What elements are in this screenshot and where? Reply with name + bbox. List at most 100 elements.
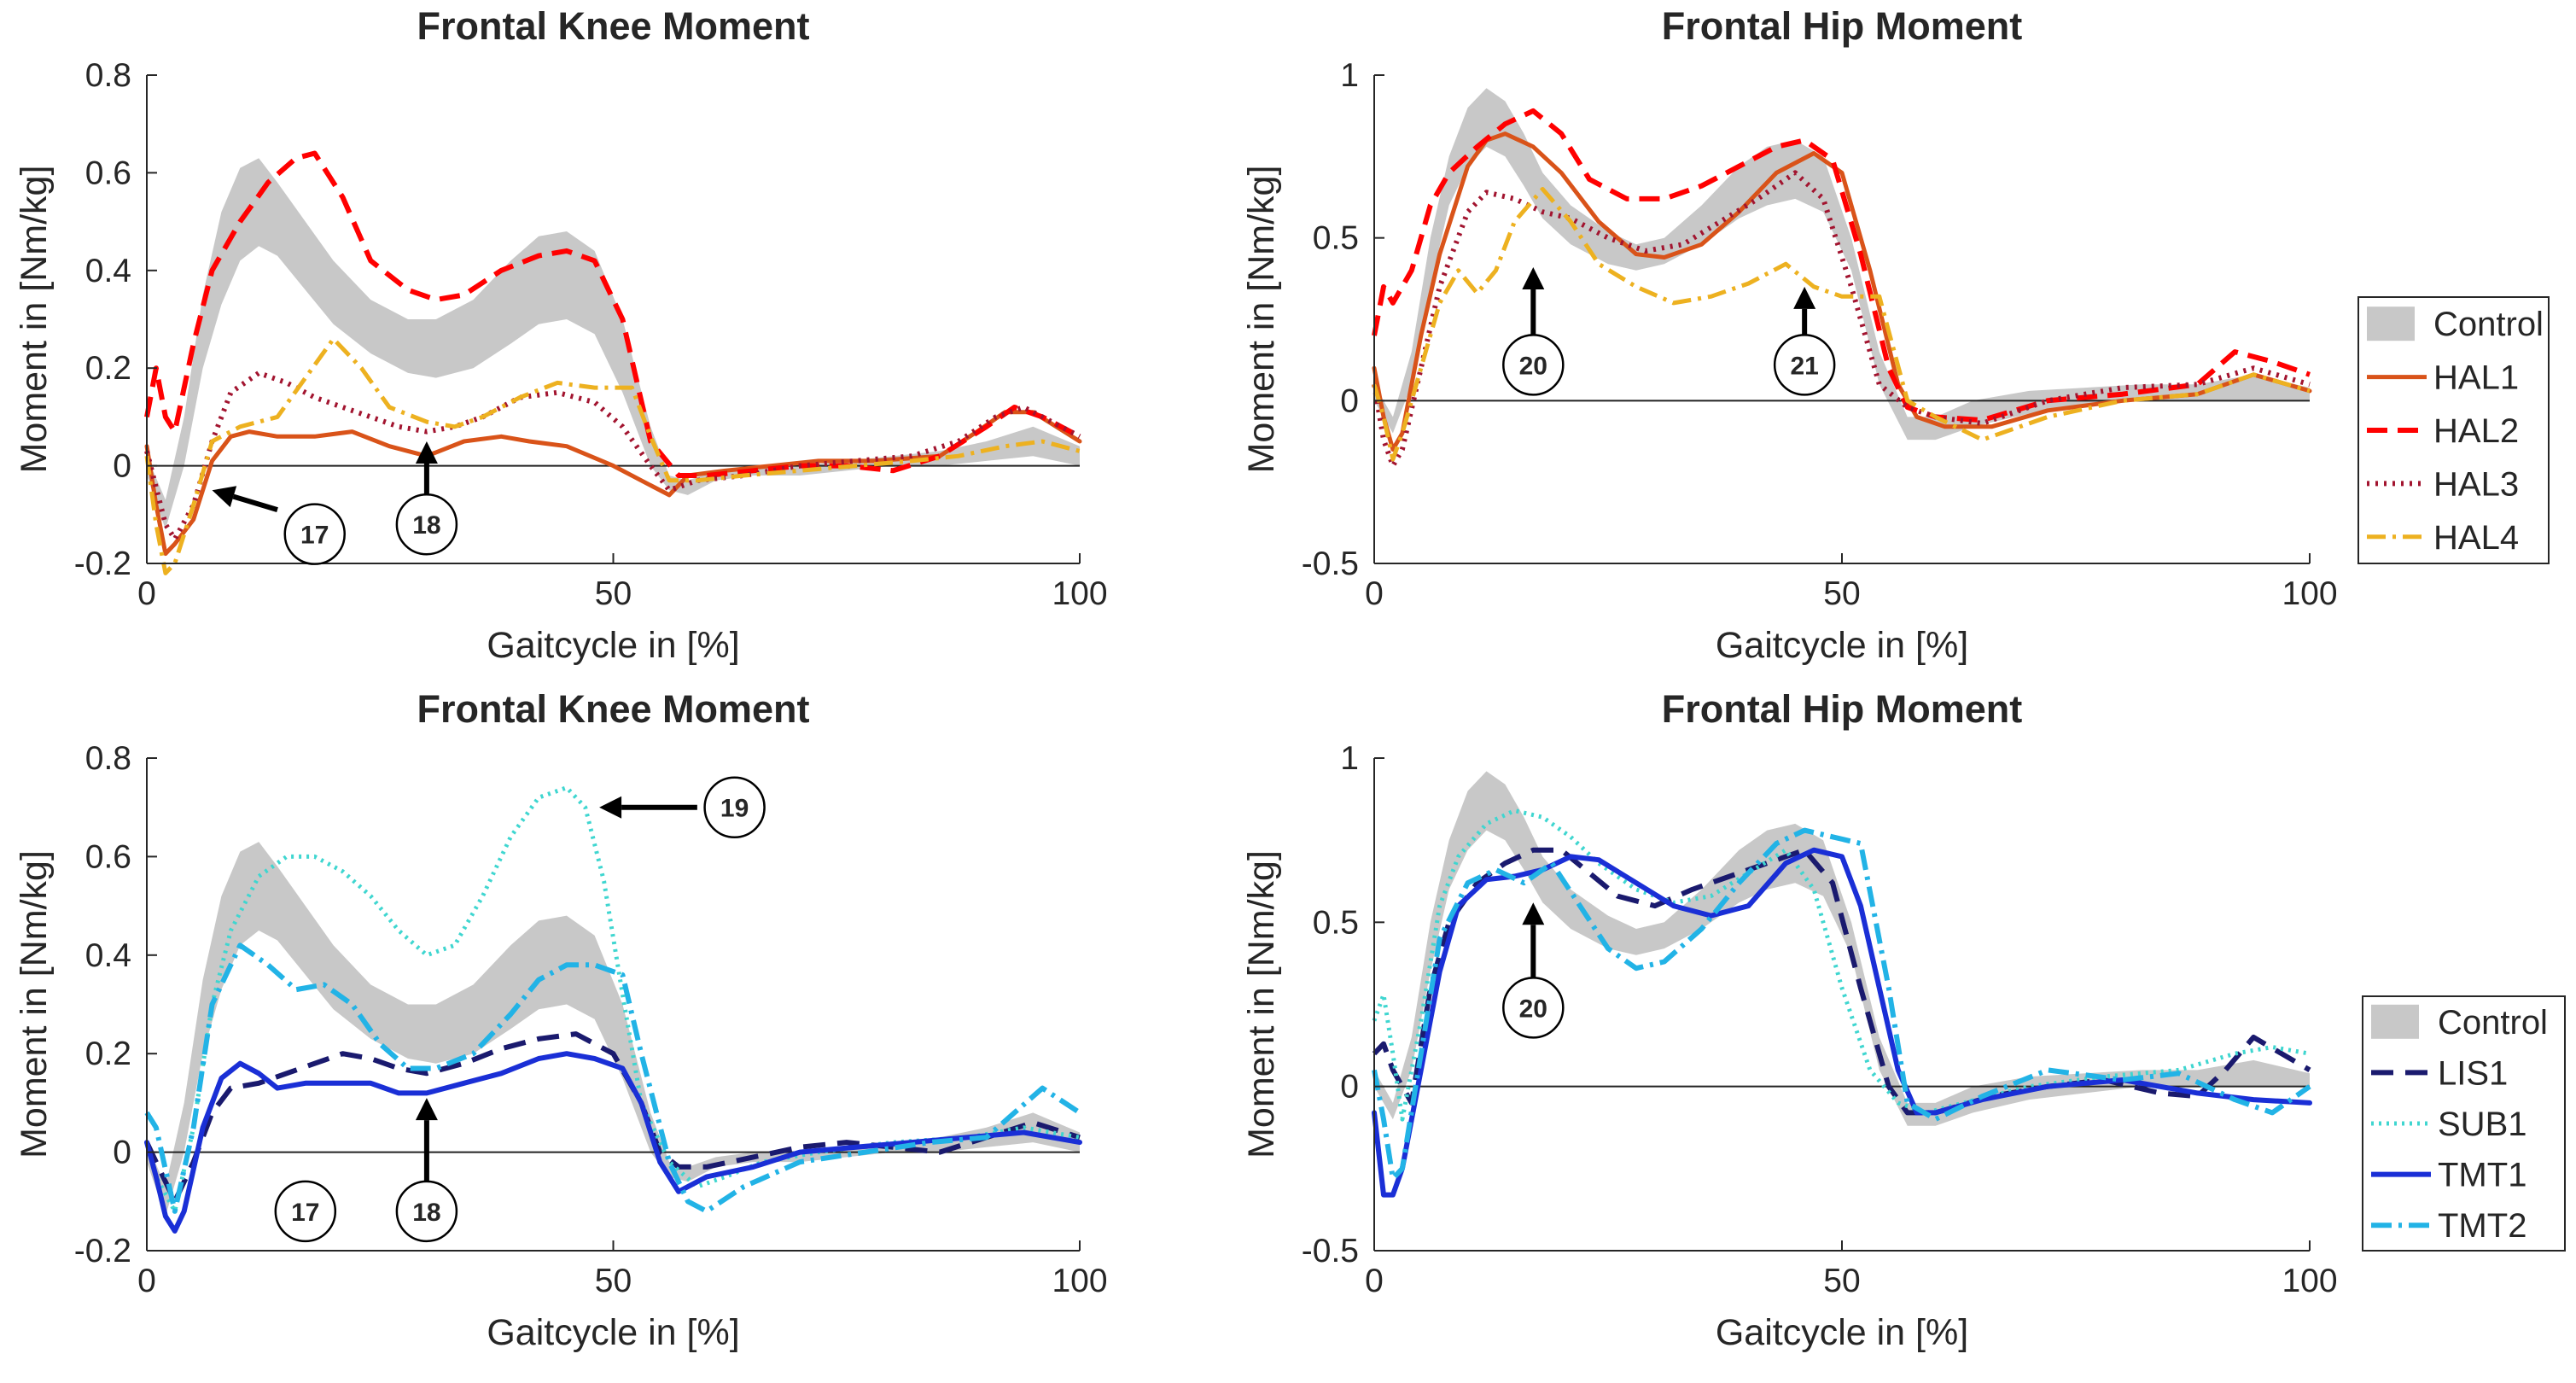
y-axis-label: Moment in [Nm/kg] (1241, 850, 1282, 1158)
y-tick-label: -0.5 (1302, 546, 1359, 582)
y-tick-label: 1 (1340, 57, 1359, 94)
y-tick-label: 0 (113, 448, 131, 485)
y-tick-label: 0 (1340, 1069, 1359, 1106)
series-line-hal4 (144, 336, 1081, 575)
y-tick-label: 0.5 (1313, 904, 1359, 941)
y-tick-label: 0.4 (85, 253, 131, 289)
legend-label: HAL4 (2433, 519, 2519, 557)
control-band (1374, 88, 2310, 441)
annotation-label: 20 (1519, 995, 1547, 1023)
annotation-label: 20 (1519, 352, 1547, 380)
y-axis-label: Moment in [Nm/kg] (14, 166, 55, 474)
annotation-arrow-head (1793, 286, 1816, 309)
y-axis-label: Moment in [Nm/kg] (1241, 166, 1282, 474)
x-tick-label: 50 (1823, 575, 1860, 612)
x-tick-label: 0 (1365, 1263, 1384, 1299)
legend-box (2357, 296, 2550, 564)
control-band (147, 842, 1080, 1217)
series-line-sub1 (144, 785, 1081, 1214)
series-line-lis1 (144, 1031, 1081, 1205)
y-tick-label: 0.8 (85, 57, 131, 94)
y-tick-label: 0 (113, 1135, 131, 1171)
x-axis-label: Gaitcycle in [%] (1716, 1312, 1968, 1353)
series-line-hal2 (1372, 108, 2311, 423)
legend-label: SUB1 (2438, 1106, 2527, 1143)
x-tick-label: 100 (2282, 575, 2337, 612)
annotation-arrow-head (415, 441, 438, 464)
x-axis-label: Gaitcycle in [%] (1716, 625, 1968, 666)
x-axis-label: Gaitcycle in [%] (487, 625, 739, 666)
x-tick-label: 50 (595, 575, 632, 612)
series-line-hal3 (1372, 170, 2311, 469)
legend-bottom: Control LIS1 SUB1 TMT1 TMT2 (2362, 995, 2566, 1252)
y-tick-label: 0.2 (85, 1036, 131, 1072)
annotation-circle (395, 1180, 458, 1243)
y-axis-label: Moment in [Nm/kg] (14, 850, 55, 1158)
y-tick-label: 0.2 (85, 350, 131, 387)
control-band (1374, 771, 2310, 1126)
annotation-arrow-head (1522, 902, 1545, 925)
annotation-circle (283, 503, 346, 565)
y-tick-label: 0.6 (85, 838, 131, 875)
y-tick-label: 1 (1340, 740, 1359, 777)
legend-label: HAL3 (2433, 465, 2519, 503)
y-tick-label: -0.5 (1302, 1233, 1359, 1269)
annotation-arrow-shaft (232, 493, 278, 512)
series-line-tmt1 (144, 1051, 1082, 1234)
y-tick-label: 0 (1340, 382, 1359, 419)
chart-title: Frontal Knee Moment (417, 687, 809, 731)
legend-label: HAL2 (2433, 412, 2519, 450)
annotation-circle (395, 493, 458, 556)
x-axis-label: Gaitcycle in [%] (487, 1312, 739, 1353)
x-tick-label: 0 (137, 1263, 156, 1299)
annotation-label: 21 (1790, 352, 1818, 380)
series-line-tmt2 (1372, 827, 2311, 1182)
annotation-arrow-head (1522, 266, 1545, 289)
y-tick-label: 0.4 (85, 937, 131, 974)
x-tick-label: 100 (1052, 1263, 1107, 1299)
x-tick-label: 0 (1365, 575, 1384, 612)
series-line-tmt1 (1372, 847, 2312, 1198)
legend-swatch-control (2371, 1004, 2419, 1039)
y-tick-label: 0.8 (85, 740, 131, 777)
y-tick-label: 0.6 (85, 155, 131, 191)
legend-top: Control HAL1 HAL2 HAL3 HAL4 (2357, 296, 2550, 564)
x-tick-label: 50 (595, 1263, 632, 1299)
series-line-sub1 (1372, 808, 2311, 1122)
x-tick-label: 50 (1823, 1263, 1860, 1299)
chart-title: Frontal Knee Moment (417, 4, 809, 48)
legend-label: HAL1 (2433, 359, 2519, 397)
x-tick-label: 100 (1052, 575, 1107, 612)
legend-swatch-control (2367, 306, 2415, 341)
annotation-circle (1502, 334, 1565, 396)
control-band (147, 158, 1080, 529)
legend-label: TMT2 (2438, 1207, 2526, 1245)
y-tick-label: 0.5 (1313, 220, 1359, 257)
chart-title: Frontal Hip Moment (1662, 687, 2022, 731)
annotation-label: 18 (412, 511, 440, 540)
x-tick-label: 100 (2282, 1263, 2337, 1299)
annotation-arrow-head (212, 486, 237, 508)
legend-label: Control (2433, 306, 2544, 343)
y-tick-label: -0.2 (74, 546, 131, 582)
annotation-label: 19 (720, 795, 749, 823)
y-tick-label: -0.2 (74, 1233, 131, 1269)
annotation-label: 17 (300, 522, 329, 550)
annotation-circle (1773, 334, 1836, 396)
legend-label: Control (2438, 1004, 2548, 1042)
series-line-hal4 (1372, 187, 2311, 462)
series-line-tmt2 (144, 942, 1081, 1214)
annotation-circle (703, 776, 766, 838)
annotation-circle (1502, 977, 1565, 1039)
annotation-circle (274, 1180, 337, 1243)
x-tick-label: 0 (137, 575, 156, 612)
legend-label: LIS1 (2438, 1054, 2508, 1092)
annotation-label: 18 (412, 1199, 440, 1227)
legend-label: TMT1 (2438, 1157, 2526, 1194)
series-line-hal2 (144, 150, 1081, 478)
